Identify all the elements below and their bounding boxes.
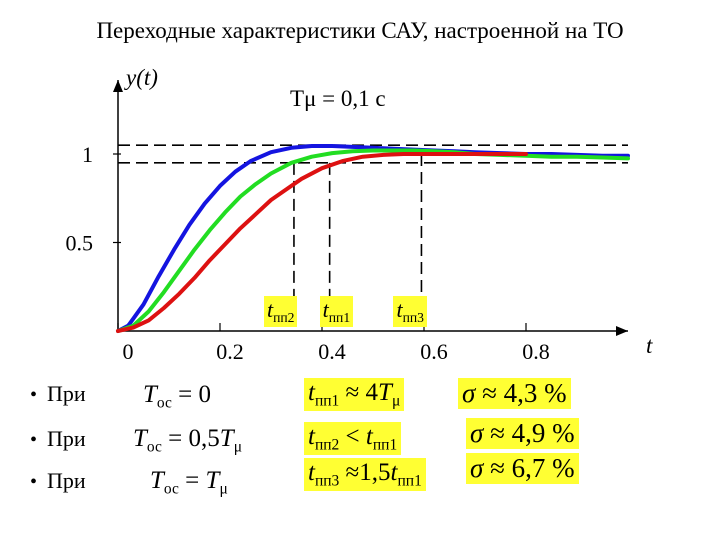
- series-line-1: [116, 148, 630, 333]
- x-axis-arrow: [616, 326, 628, 336]
- y-tick-label: 0.5: [66, 231, 94, 256]
- case-label: При: [47, 381, 86, 406]
- overshoot-formula-3: σ ≈ 6,7 %: [466, 453, 579, 484]
- x-tick-label: 0.4: [318, 339, 346, 364]
- series-line-0: [116, 144, 630, 333]
- marker-label-tpp1: tпп1: [319, 296, 354, 328]
- settling-time-formula-1: tпп1 ≈ 4Tμ: [304, 378, 405, 411]
- overshoot-formula-1: σ ≈ 4,3 %: [458, 378, 571, 409]
- bullet: •: [30, 384, 38, 406]
- settling-time-formula-2: tпп2 < tпп1: [304, 422, 402, 455]
- case-row-1: • При: [30, 381, 86, 407]
- settling-time-formula-3: tпп3 ≈1,5tпп1: [304, 458, 426, 491]
- bullet: •: [30, 429, 38, 451]
- condition-formula-2: Tос = 0,5Tμ: [133, 425, 242, 456]
- x-tick-label: 0.6: [420, 339, 448, 364]
- x-tick-label: 0.2: [216, 339, 244, 364]
- annotation-tmu: Tμ = 0,1 c: [290, 86, 386, 111]
- case-label: При: [47, 468, 86, 493]
- case-row-3: • При: [30, 468, 86, 494]
- condition-formula-3: Tос = Tμ: [150, 467, 228, 498]
- y-axis-label: y(t): [124, 65, 158, 90]
- marker-label-tpp3: tпп3: [393, 296, 427, 328]
- overshoot-formula-2: σ ≈ 4,9 %: [466, 418, 579, 449]
- slide-title: Переходные характеристики САУ, настроенн…: [96, 18, 624, 43]
- marker-label-tpp2: tпп2: [263, 296, 298, 328]
- condition-formula-1: Tос = 0: [143, 381, 212, 412]
- case-row-2: • При: [30, 426, 86, 452]
- x-axis-label: t: [646, 333, 653, 358]
- series-line-2: [116, 152, 528, 333]
- bullet: •: [30, 471, 38, 493]
- y-axis-arrow: [113, 80, 123, 92]
- x-tick-label: 0: [123, 339, 134, 364]
- y-tick-label: 1: [82, 142, 93, 167]
- case-label: При: [47, 426, 86, 451]
- x-tick-label: 0.8: [522, 339, 550, 364]
